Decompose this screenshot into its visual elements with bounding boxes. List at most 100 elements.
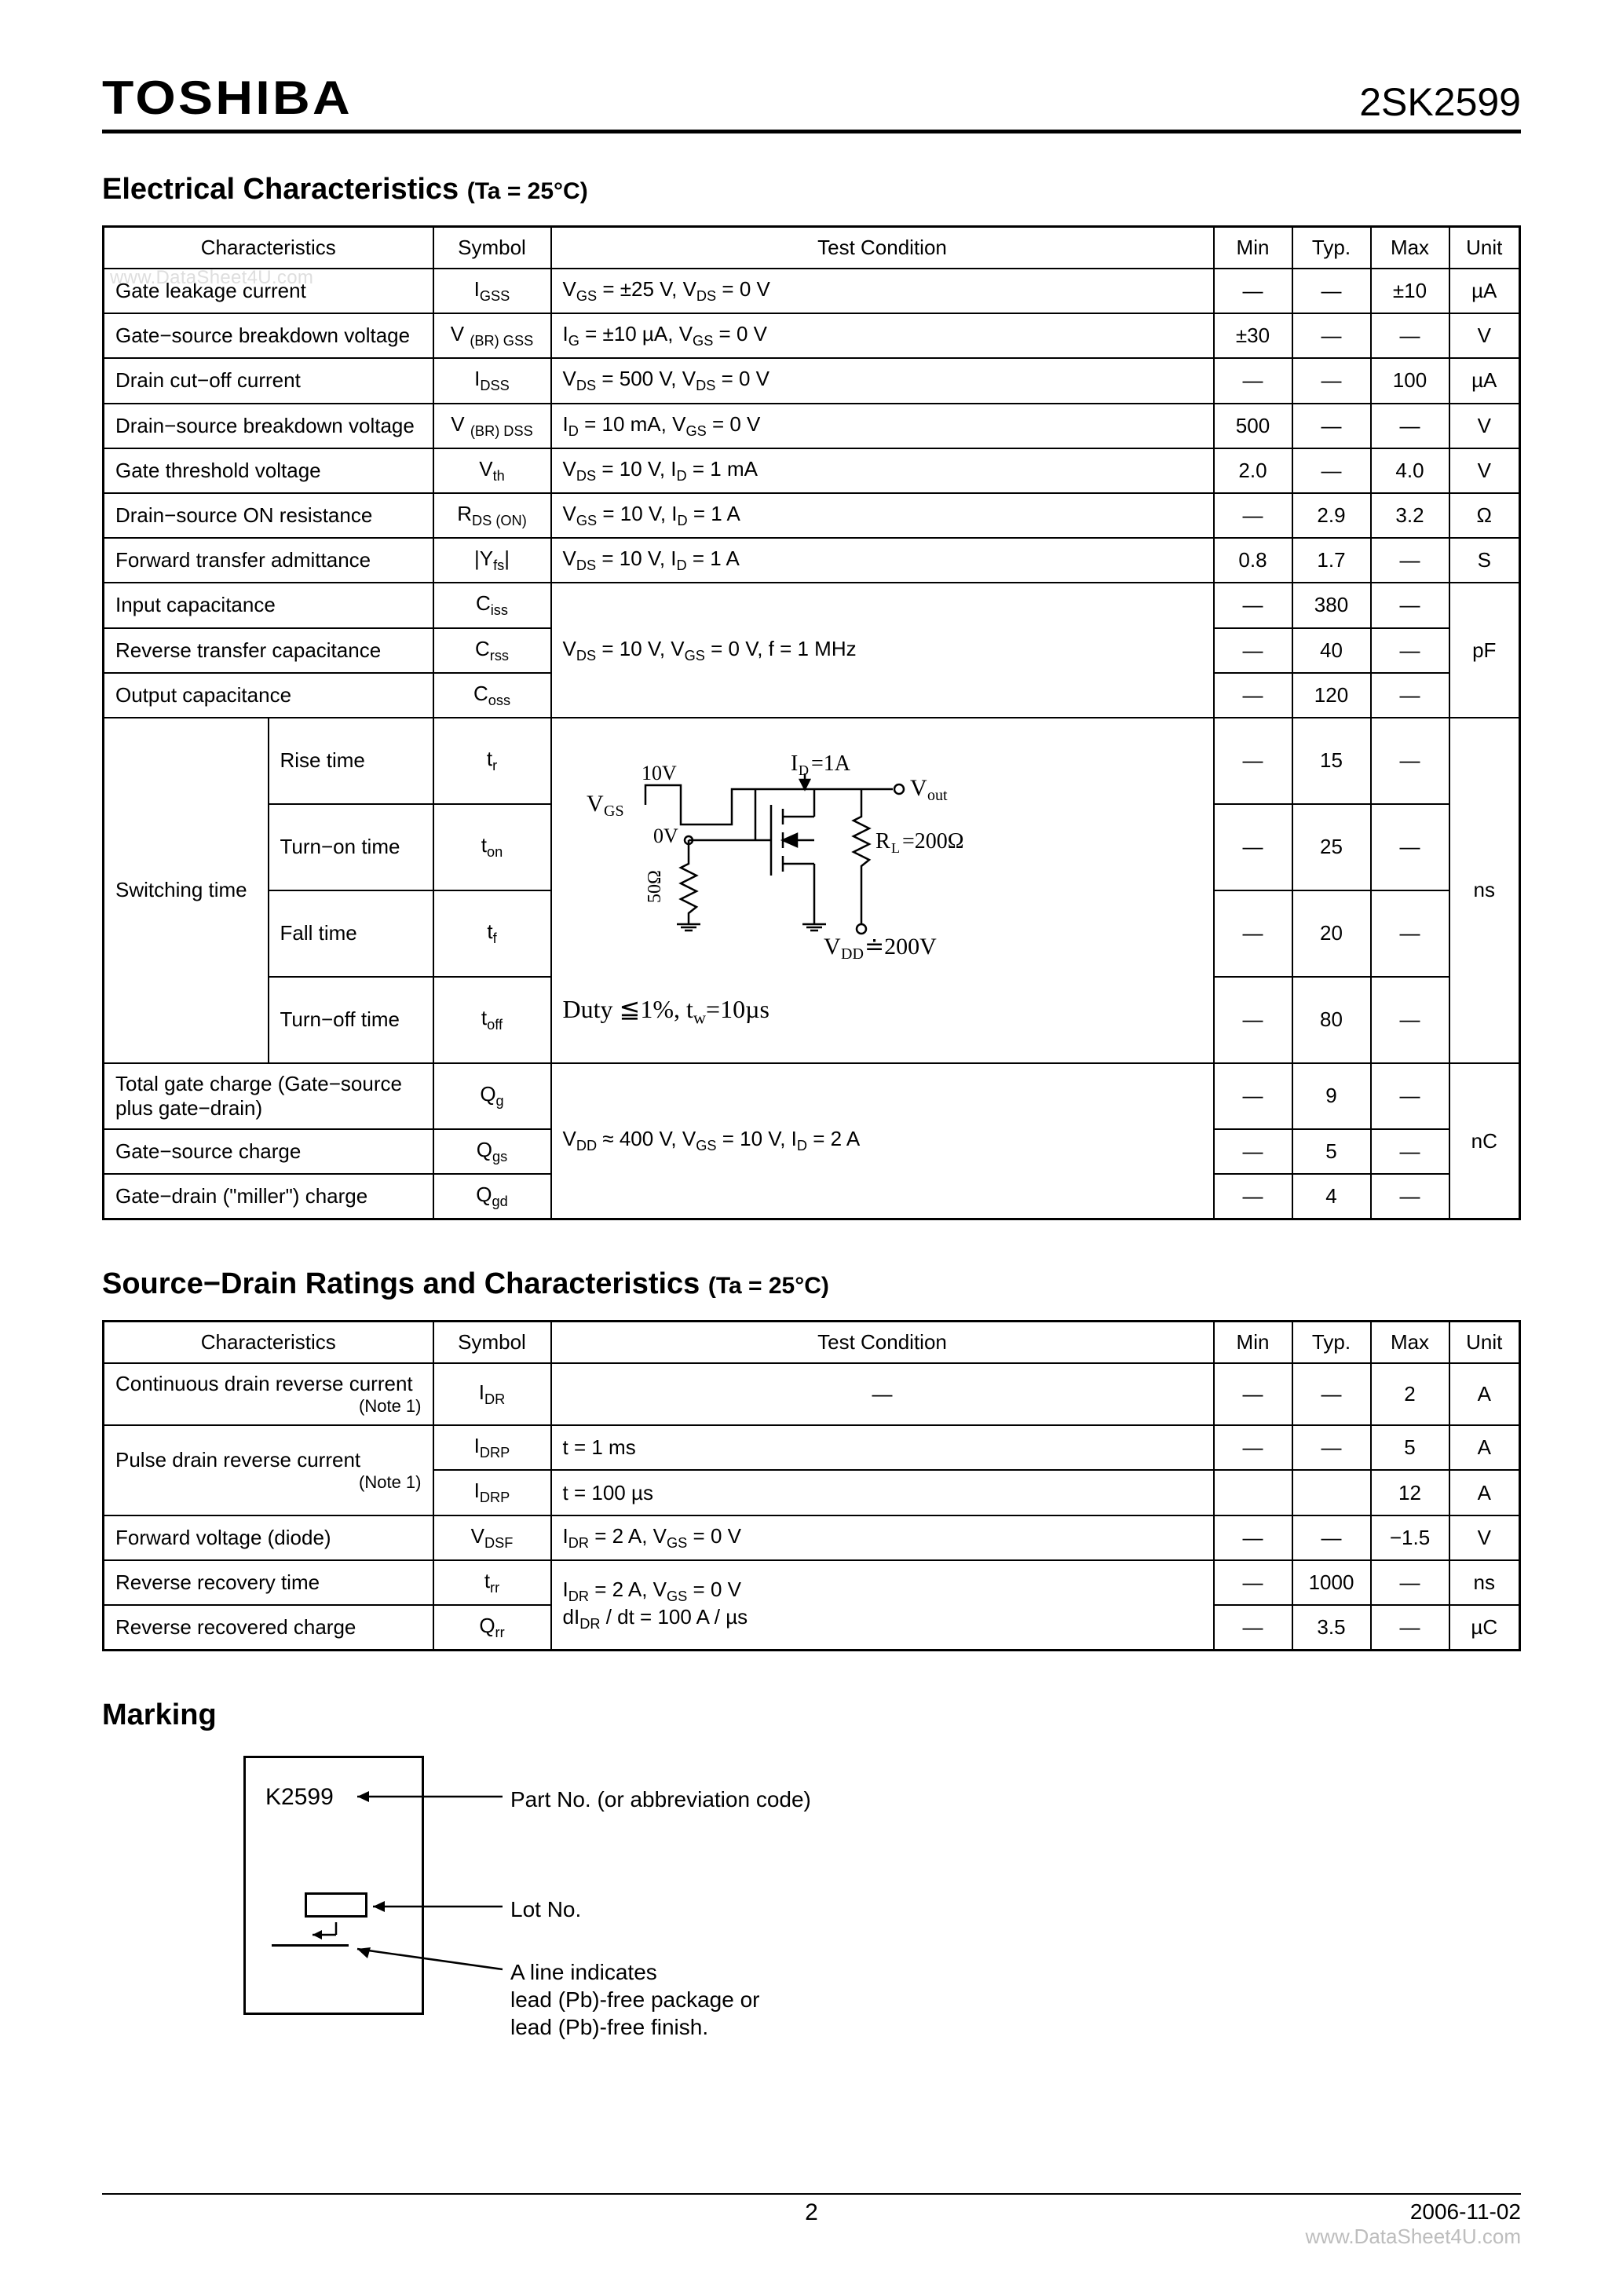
cell-min: ― [1214,1560,1292,1605]
svg-text:I: I [791,751,798,776]
col-min: Min [1214,1322,1292,1364]
table-row: Drain−source ON resistance RDS (ON) VGS … [104,493,1520,538]
cell-min: ― [1214,1129,1292,1174]
cell-sym: Crss [433,628,551,673]
col-unit: Unit [1449,227,1520,269]
cell-min: ― [1214,1363,1292,1425]
col-unit: Unit [1449,1322,1520,1364]
marking-label-lot: Lot No. [510,1896,581,1923]
cell-max: ― [1371,977,1449,1063]
cell-typ: 40 [1292,628,1371,673]
cell-min: ― [1214,1174,1292,1219]
cell-max: 12 [1371,1470,1449,1515]
cell-typ: 1000 [1292,1560,1371,1605]
cell-unit: V [1449,448,1520,493]
cell-typ: 25 [1292,804,1371,890]
cell-sym: RDS (ON) [433,493,551,538]
cell-typ: ― [1292,1515,1371,1560]
cell-min: ― [1214,493,1292,538]
section1-title: Electrical Characteristics [102,173,459,206]
cell-min: ― [1214,583,1292,627]
svg-text:=200Ω: =200Ω [902,829,964,854]
cell-sym: |Yfs| [433,538,551,583]
cell-char: Drain cut−off current [104,358,433,403]
table-header-row: Characteristics Symbol Test Condition Mi… [104,1322,1520,1364]
cell-char: Continuous drain reverse current(Note 1) [104,1363,433,1425]
section2-title: Source−Drain Ratings and Characteristics [102,1267,700,1300]
cell-unit: pF [1449,583,1520,718]
cell-typ: ― [1292,448,1371,493]
circuit-vgs-label: V [587,791,604,817]
svg-text:R: R [875,829,890,854]
table-row: Gate−source breakdown voltage V (BR) GSS… [104,313,1520,358]
cell-char: Turn−on time [269,804,433,890]
cell-min: ― [1214,804,1292,890]
svg-text:V: V [910,775,927,801]
svg-text:0V: 0V [653,824,678,847]
section1-condition: (Ta = 25°C) [467,178,588,204]
cell-unit: µA [1449,358,1520,403]
cell-sym: IDRP [433,1470,551,1515]
cell-sym: Qgd [433,1174,551,1219]
cell-min: 500 [1214,404,1292,448]
svg-text:GS: GS [604,803,624,820]
cell-cond: VGS = ±25 V, VDS = 0 V [551,269,1214,313]
cell-typ: 15 [1292,718,1371,804]
switching-circuit-svg: VGS 10V 0V ID=1A Vout RL=200Ω 50Ω VDD≐20… [563,750,971,985]
table-row: Gate threshold voltage Vth VDS = 10 V, I… [104,448,1520,493]
cell-char-group: Switching time [104,718,269,1063]
table-row: Forward transfer admittance |Yfs| VDS = … [104,538,1520,583]
cell-typ: 3.5 [1292,1605,1371,1651]
brand-logo: TOSHIBA [102,71,353,125]
marking-label-line: A line indicates lead (Pb)-free package … [510,1958,760,2041]
svg-text:DD: DD [841,945,864,963]
source-drain-table: Characteristics Symbol Test Condition Mi… [102,1320,1521,1651]
cell-sym: Vth [433,448,551,493]
cell-typ: ― [1292,1425,1371,1470]
cell-min: ― [1214,1605,1292,1651]
table-row: Drain−source breakdown voltage V (BR) DS… [104,404,1520,448]
table-row: Drain cut−off current IDSS VDS = 500 V, … [104,358,1520,403]
cell-typ: 9 [1292,1063,1371,1129]
cell-cond: IDR = 2 A, VGS = 0 V [551,1515,1214,1560]
cell-sym: IDR [433,1363,551,1425]
cell-typ: 120 [1292,673,1371,718]
cell-typ: 20 [1292,890,1371,977]
cell-unit: nC [1449,1063,1520,1219]
cell-max: ― [1371,673,1449,718]
cell-max: 100 [1371,358,1449,403]
cell-cond: VDS = 10 V, ID = 1 A [551,538,1214,583]
cell-typ: 1.7 [1292,538,1371,583]
cell-sym: IGSS [433,269,551,313]
cell-cond: VDS = 10 V, ID = 1 mA [551,448,1214,493]
cell-max: ― [1371,404,1449,448]
col-characteristics: Characteristics [104,227,433,269]
cell-unit: A [1449,1363,1520,1425]
cell-max: ― [1371,583,1449,627]
cell-unit: V [1449,313,1520,358]
cell-char: Total gate charge (Gate−source plus gate… [104,1063,433,1129]
col-min: Min [1214,227,1292,269]
cell-unit: µC [1449,1605,1520,1651]
page: www.DataSheet4U.com TOSHIBA 2SK2599 Elec… [0,0,1623,2296]
col-testcond: Test Condition [551,227,1214,269]
cell-min: ±30 [1214,313,1292,358]
cell-cond: ― [551,1363,1214,1425]
cell-min: ― [1214,269,1292,313]
cell-max: ― [1371,1560,1449,1605]
table-row: Continuous drain reverse current(Note 1)… [104,1363,1520,1425]
cell-char: Pulse drain reverse current(Note 1) [104,1425,433,1515]
cell-sym: IDRP [433,1425,551,1470]
cell-min: ― [1214,1515,1292,1560]
cell-char: Rise time [269,718,433,804]
cell-min: 2.0 [1214,448,1292,493]
cell-sym: Qg [433,1063,551,1129]
cell-char: Drain−source ON resistance [104,493,433,538]
cell-char: Reverse transfer capacitance [104,628,433,673]
cell-char: Forward voltage (diode) [104,1515,433,1560]
part-number: 2SK2599 [1359,79,1521,125]
table-row: Forward voltage (diode) VDSF IDR = 2 A, … [104,1515,1520,1560]
cell-char: Forward transfer admittance [104,538,433,583]
cell-typ: ― [1292,358,1371,403]
cell-typ: ― [1292,269,1371,313]
